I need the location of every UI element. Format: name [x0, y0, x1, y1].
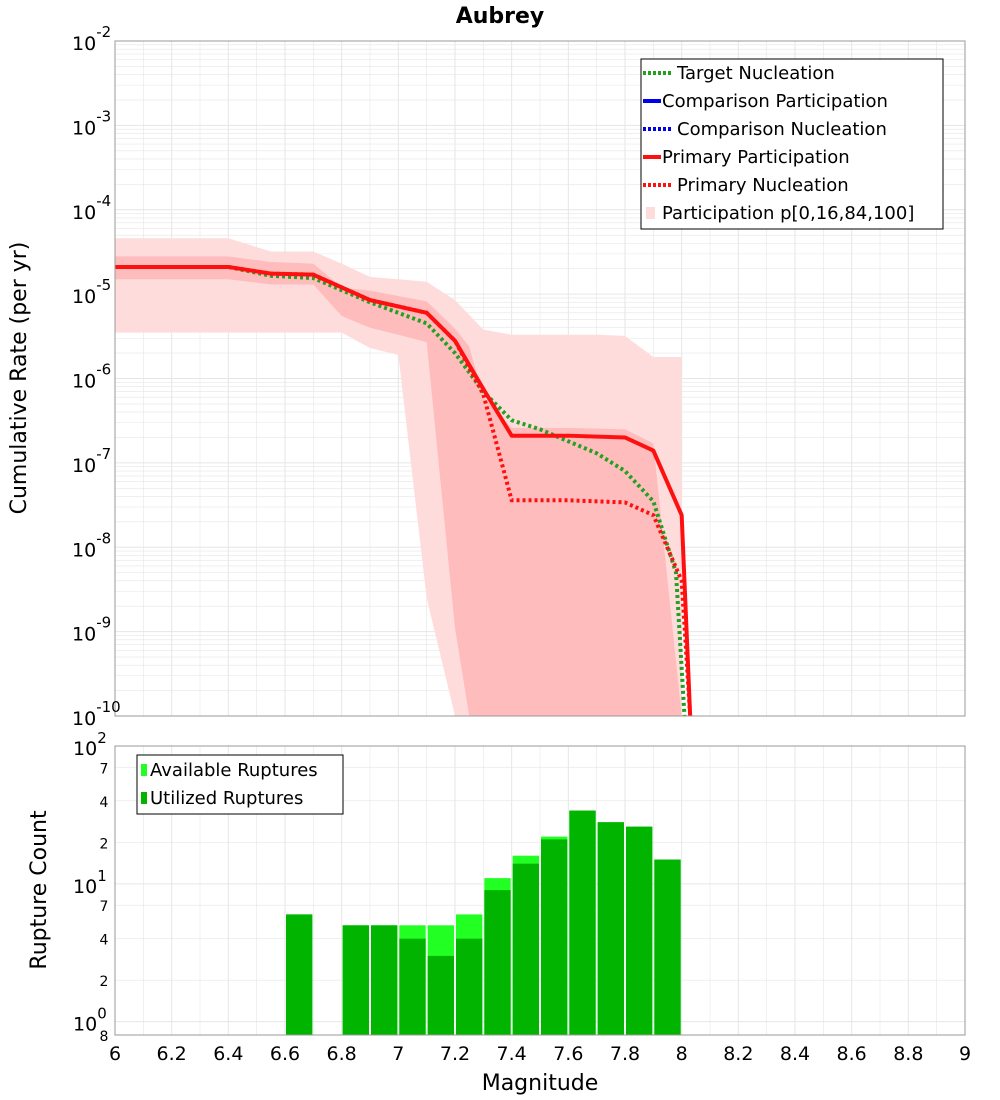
rate-y-tick-label: 10-8	[72, 529, 111, 561]
utilized-ruptures-bar	[597, 822, 624, 1035]
rate-y-tick-label: 10-9	[72, 614, 111, 646]
legend-target-nucleation-label: Target Nucleation	[676, 63, 835, 84]
rupture-y-tick-label: 100	[73, 1005, 107, 1036]
rupture-plot-frame	[114, 745, 966, 1036]
rupture-y-tick-label: 2	[100, 836, 109, 852]
x-tick-label: 7	[392, 1043, 404, 1065]
top-y-axis-label: Cumulative Rate (per yr)	[7, 242, 32, 515]
x-tick-label: 8.6	[837, 1043, 867, 1065]
legend-primary-nucleation-label: Primary Nucleation	[677, 175, 849, 196]
series-primary-nucleation	[115, 264, 693, 717]
series-target-nucleation	[115, 264, 687, 717]
rupture-legend: Available Ruptures Utilized Ruptures	[136, 754, 344, 815]
legend-utilized-ruptures-swatch	[141, 792, 147, 804]
x-tick-label: 6	[109, 1043, 121, 1065]
rate-legend-box	[640, 58, 944, 230]
legend-participation-p-0-16-84-100--label: Participation p[0,16,84,100]	[662, 203, 914, 224]
x-tick-label: 9	[959, 1043, 971, 1065]
x-tick-label: 7.6	[553, 1043, 583, 1065]
chart-title: Aubrey	[456, 4, 545, 29]
utilized-ruptures-bar	[484, 890, 511, 1035]
rate-y-tick-label: 10-7	[72, 445, 111, 477]
rate-plot-frame	[114, 40, 966, 717]
utilized-ruptures-bar	[512, 863, 539, 1035]
utilized-ruptures-bar	[626, 826, 653, 1035]
utilized-ruptures-bar	[541, 839, 568, 1035]
utilized-ruptures-bar	[342, 925, 369, 1035]
rate-y-tick-label: 10-4	[72, 192, 111, 224]
x-tick-label: 6.8	[327, 1043, 357, 1065]
x-tick-label: 6.4	[213, 1043, 243, 1065]
rate-y-tick-label: 10-6	[72, 361, 111, 393]
rupture-y-tick-label: 4	[100, 933, 109, 949]
rupture-y-tick-label: 4	[100, 795, 109, 811]
utilized-ruptures-bar	[371, 925, 398, 1035]
rupture-y-tick-label: 7	[100, 761, 109, 777]
rupture-y-tick-label: 102	[73, 729, 107, 760]
legend-available-ruptures-swatch	[141, 764, 147, 776]
rupture-y-tick-label: 2	[100, 974, 109, 990]
legend-available-ruptures-label: Available Ruptures	[150, 760, 318, 781]
x-tick-label: 7.8	[610, 1043, 640, 1065]
x-tick-label: 6.2	[157, 1043, 187, 1065]
rupture-legend-box	[136, 754, 344, 815]
rate-legend: Target Nucleation Comparison Participatio…	[640, 58, 944, 230]
x-tick-label: 7.2	[440, 1043, 470, 1065]
legend-primary-participation-label: Primary Participation	[662, 147, 850, 168]
rate-y-tick-label: 10-10	[72, 698, 121, 730]
utilized-ruptures-bar	[569, 810, 596, 1035]
x-tick-label: 8.8	[893, 1043, 923, 1065]
x-tick-label: 6.6	[270, 1043, 300, 1065]
utilized-ruptures-bar	[399, 938, 426, 1035]
utilized-ruptures-bar	[654, 859, 681, 1035]
rate-y-tick-label: 10-5	[72, 276, 111, 308]
bottom-y-axis-label: Rupture Count	[27, 810, 52, 970]
rupture-y-tick-label: 101	[73, 867, 107, 898]
rate-y-tick-label: 10-3	[72, 107, 111, 139]
utilized-ruptures-bar	[286, 914, 313, 1035]
rupture-y-tick-label: 8	[100, 1029, 109, 1045]
rupture-y-tick-label: 7	[100, 899, 109, 915]
utilized-ruptures-bar	[456, 938, 483, 1035]
legend-participation-p-0-16-84-100--swatch	[646, 207, 655, 219]
legend-comparison-nucleation-label: Comparison Nucleation	[677, 119, 887, 140]
participation-band-p16-p84	[115, 256, 682, 716]
legend-comparison-participation-label: Comparison Participation	[662, 91, 888, 112]
x-tick-label: 7.4	[497, 1043, 527, 1065]
rate-y-tick-label: 10-2	[72, 23, 111, 55]
x-tick-label: 8.2	[723, 1043, 753, 1065]
x-axis-label: Magnitude	[482, 1071, 599, 1096]
x-tick-label: 8	[676, 1043, 688, 1065]
utilized-ruptures-bar	[427, 955, 454, 1035]
legend-utilized-ruptures-label: Utilized Ruptures	[150, 788, 303, 809]
x-tick-label: 8.4	[780, 1043, 810, 1065]
